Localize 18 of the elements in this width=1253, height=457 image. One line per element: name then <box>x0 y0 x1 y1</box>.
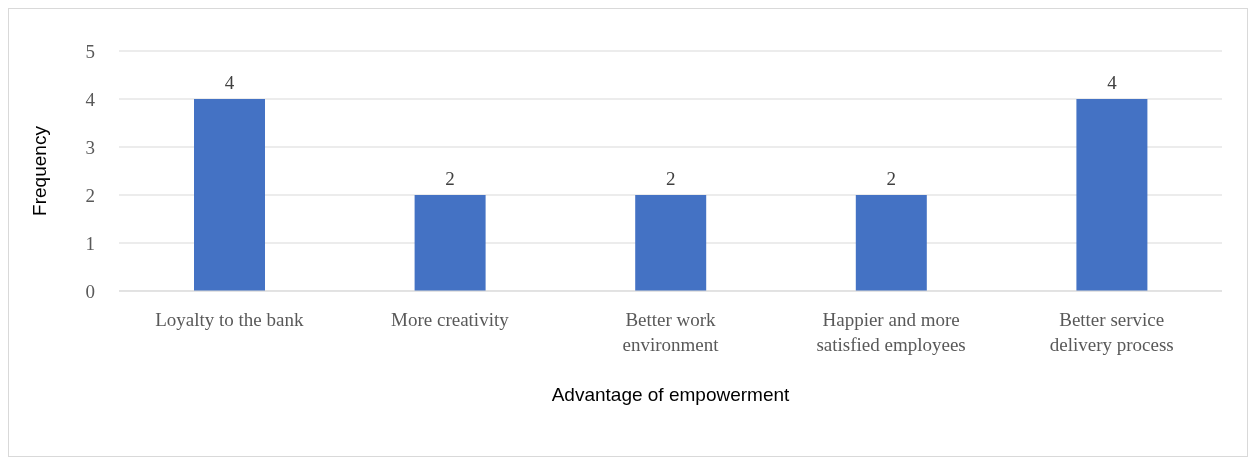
y-tick-label: 5 <box>85 40 95 62</box>
data-label: 2 <box>886 168 897 189</box>
y-tick-label: 4 <box>85 88 96 110</box>
y-axis-title: Frequency <box>28 125 50 216</box>
y-tick-label: 1 <box>85 232 95 254</box>
x-tick-label: Loyalty to the bank <box>155 309 304 331</box>
x-tick-label: More creativity <box>391 309 510 331</box>
x-tick-label: Happier and more satisfied employees <box>816 309 966 355</box>
x-tick-label: Better work environment <box>622 309 720 355</box>
data-label: 2 <box>445 168 455 189</box>
y-tick-label: 3 <box>85 136 95 158</box>
y-tick-label: 2 <box>85 184 95 206</box>
data-label: 2 <box>665 168 676 189</box>
x-axis-title: Advantage of empowerment <box>551 384 791 405</box>
data-label: 4 <box>224 72 235 93</box>
y-tick-label: 0 <box>85 280 95 302</box>
data-label: 4 <box>1107 72 1118 93</box>
x-tick-label: Better service delivery process <box>1049 309 1174 355</box>
